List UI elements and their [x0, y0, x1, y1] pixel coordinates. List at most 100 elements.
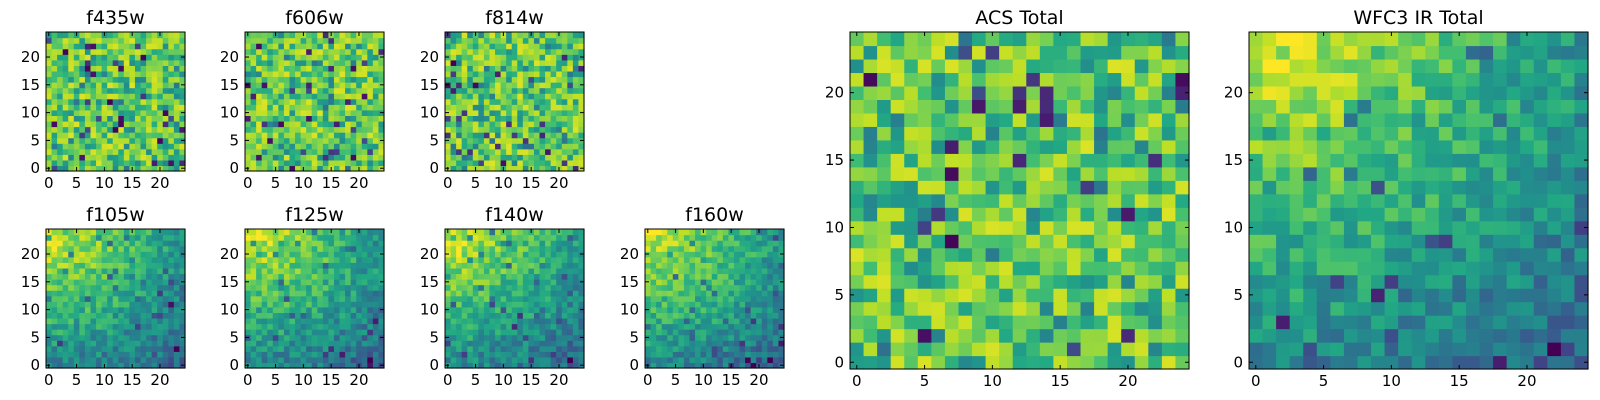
heatmap-cell: [272, 295, 279, 302]
heatmap-cell: [372, 76, 380, 83]
heatmap-cell: [311, 93, 318, 100]
heatmap-cell: [162, 256, 169, 263]
heatmap-cell: [528, 284, 535, 291]
heatmap-cell: [68, 340, 75, 347]
heatmap-cell: [1134, 166, 1149, 181]
heatmap-cell: [567, 351, 574, 358]
heatmap-cell: [134, 59, 142, 66]
heatmap-cell: [151, 104, 158, 111]
heatmap-cell: [46, 262, 53, 269]
heatmap-cell: [84, 329, 92, 336]
heatmap-cell: [1053, 180, 1068, 195]
heatmap-cell: [129, 312, 136, 319]
heatmap-cell: [84, 148, 92, 155]
heatmap-cell: [1026, 220, 1041, 235]
heatmap-cell: [472, 143, 479, 150]
heatmap-cell: [256, 345, 263, 352]
heatmap-cell: [317, 317, 324, 325]
heatmap-cell: [550, 351, 557, 358]
heatmap-cell: [1121, 180, 1136, 195]
heatmap-cell: [904, 328, 919, 343]
heatmap-cell: [1148, 355, 1163, 370]
heatmap-cell: [567, 312, 574, 319]
heatmap-cell: [272, 273, 279, 280]
heatmap-cell: [890, 180, 905, 195]
heatmap-cell: [456, 323, 463, 330]
heatmap-cell: [750, 301, 757, 308]
heatmap-cell: [256, 317, 263, 325]
heatmap-cell: [772, 301, 780, 308]
heatmap-cell: [179, 143, 186, 150]
heatmap-cell: [483, 154, 491, 161]
heatmap-cell: [51, 251, 58, 258]
heatmap-cell: [478, 120, 485, 128]
y-tick-label: 20: [420, 48, 439, 66]
heatmap-cell: [79, 59, 86, 66]
heatmap-cell: [511, 32, 518, 39]
heatmap-cell: [545, 143, 552, 150]
heatmap-cell: [173, 48, 181, 55]
heatmap-cell: [556, 43, 563, 50]
heatmap-cell: [118, 356, 125, 364]
heatmap-cell: [173, 32, 181, 39]
heatmap-cell: [450, 120, 457, 128]
heatmap-cell: [506, 323, 513, 330]
heatmap-cell: [356, 279, 363, 286]
heatmap-cell: [1094, 207, 1109, 222]
heatmap-cell: [378, 32, 385, 39]
heatmap-cell: [173, 312, 181, 319]
heatmap-cell: [256, 262, 263, 269]
heatmap-cell: [96, 143, 103, 150]
heatmap-cell: [123, 59, 130, 66]
plot-frame: [644, 228, 785, 369]
heatmap-cell: [1148, 274, 1163, 289]
heatmap-cell: [345, 120, 352, 128]
heatmap-cell: [450, 48, 457, 55]
heatmap-cell: [311, 43, 318, 50]
heatmap-cell: [567, 37, 574, 44]
heatmap-cell: [550, 256, 557, 263]
heatmap-cell: [283, 262, 291, 269]
heatmap-cell: [495, 273, 502, 280]
heatmap-cell: [483, 132, 491, 139]
heatmap-cell: [372, 82, 380, 89]
heatmap-cell: [68, 115, 75, 122]
heatmap-cell: [367, 65, 374, 72]
heatmap-cell: [306, 115, 313, 122]
heatmap-cell: [733, 312, 741, 319]
heatmap-cell: [556, 306, 563, 313]
heatmap-cell: [361, 48, 368, 55]
heatmap-cell: [101, 115, 108, 122]
heatmap-cell: [489, 126, 496, 133]
heatmap-cell: [661, 284, 668, 291]
heatmap-cell: [317, 279, 324, 286]
heatmap-cell: [96, 65, 103, 72]
heatmap-cell: [272, 59, 279, 66]
heatmap-cell: [267, 159, 274, 167]
heatmap-cell: [372, 329, 380, 336]
heatmap-cell: [650, 301, 657, 308]
heatmap-cell: [350, 165, 357, 172]
heatmap-cell: [250, 267, 257, 275]
heatmap-cell: [561, 323, 568, 330]
heatmap-cell: [517, 290, 524, 297]
heatmap-cell: [339, 306, 346, 313]
heatmap-cell: [561, 82, 568, 89]
heatmap-cell: [162, 295, 169, 302]
heatmap-cell: [361, 234, 368, 241]
heatmap-cell: [245, 98, 252, 105]
heatmap-cell: [528, 323, 535, 330]
heatmap-cell: [134, 87, 142, 94]
heatmap-cell: [107, 256, 114, 263]
heatmap-cell: [722, 273, 729, 280]
heatmap-cell: [162, 59, 169, 66]
y-tick-label: 5: [30, 131, 40, 149]
heatmap-cell: [722, 340, 729, 347]
heatmap-cell: [90, 323, 97, 330]
heatmap-cell: [472, 351, 479, 358]
heatmap-cell: [322, 301, 329, 308]
heatmap-cell: [140, 340, 147, 347]
heatmap-cell: [350, 126, 357, 133]
heatmap-cell: [151, 312, 158, 319]
heatmap-cell: [350, 98, 357, 105]
